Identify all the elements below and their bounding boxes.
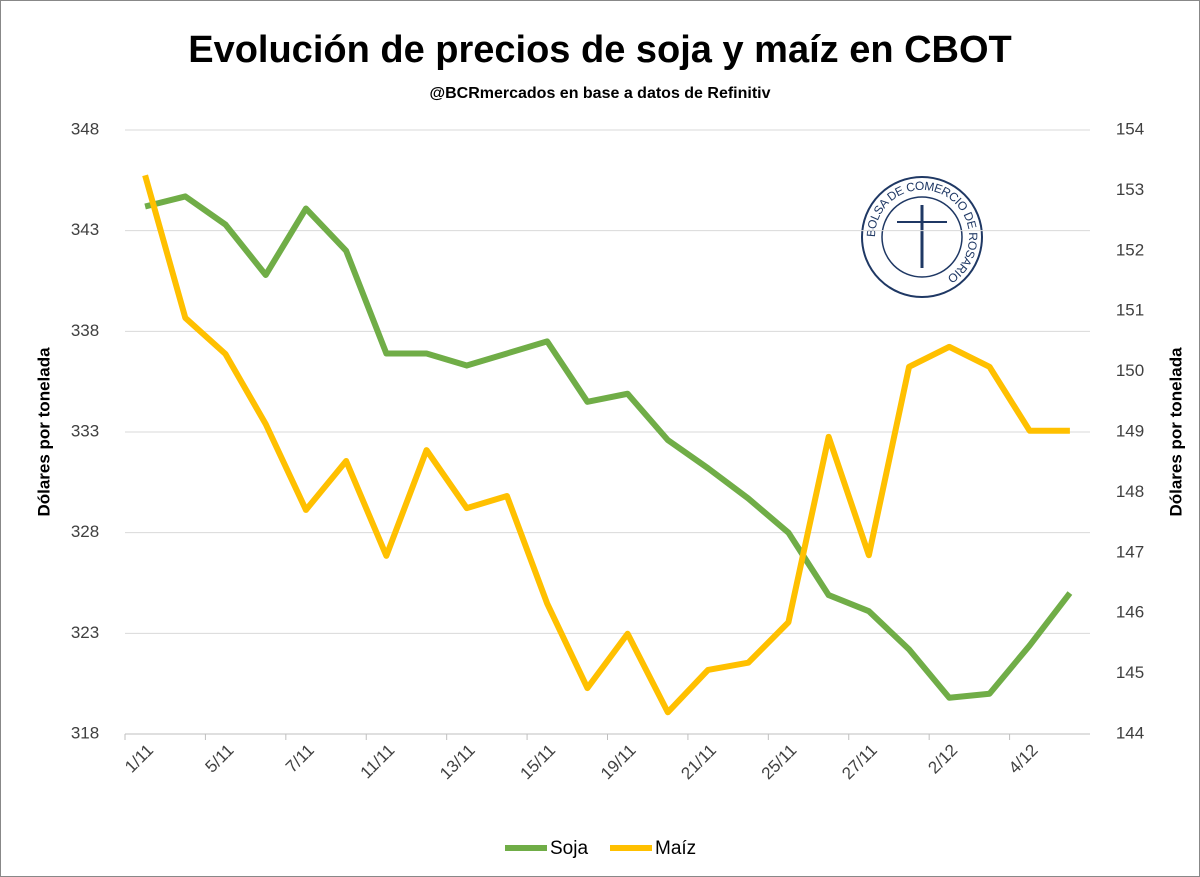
y-tick-label: 323: [71, 623, 99, 642]
series-line: [142, 174, 1070, 716]
chart-title: Evolución de precios de soja y maíz en C…: [188, 29, 1012, 71]
chart-subtitle: @BCRmercados en base a datos de Refiniti…: [429, 85, 770, 102]
y2-tick-label: 153: [1116, 180, 1144, 199]
y2-tick-label: 149: [1116, 421, 1144, 440]
logo-ring: [861, 176, 983, 298]
y-tick-label: 333: [71, 421, 99, 440]
y-tick-label: 348: [71, 119, 99, 138]
y2-tick-label: 151: [1116, 301, 1144, 320]
y-tick-label: 318: [71, 723, 99, 742]
y2-tick-label: 154: [1116, 119, 1144, 138]
y2-tick-label: 147: [1116, 542, 1144, 561]
y2-tick-label: 148: [1116, 482, 1144, 501]
y-axis-label: Dólares por tonelada: [34, 347, 53, 517]
series-line: [144, 193, 1073, 701]
y2-tick-label: 150: [1116, 361, 1144, 380]
y2-tick-label: 146: [1116, 603, 1144, 622]
y2-tick-label: 145: [1116, 663, 1144, 682]
y2-axis-label: Dólares por tonelada: [1166, 347, 1185, 517]
y-tick-label: 343: [71, 220, 99, 239]
y-tick-label: 338: [71, 321, 99, 340]
legend-label: Soja: [550, 838, 588, 859]
y2-tick-label: 144: [1116, 723, 1144, 742]
legend-label: Maíz: [655, 838, 696, 859]
y-tick-label: 328: [71, 522, 99, 541]
y2-tick-label: 152: [1116, 240, 1144, 259]
logo-inner-ring: [881, 196, 963, 278]
